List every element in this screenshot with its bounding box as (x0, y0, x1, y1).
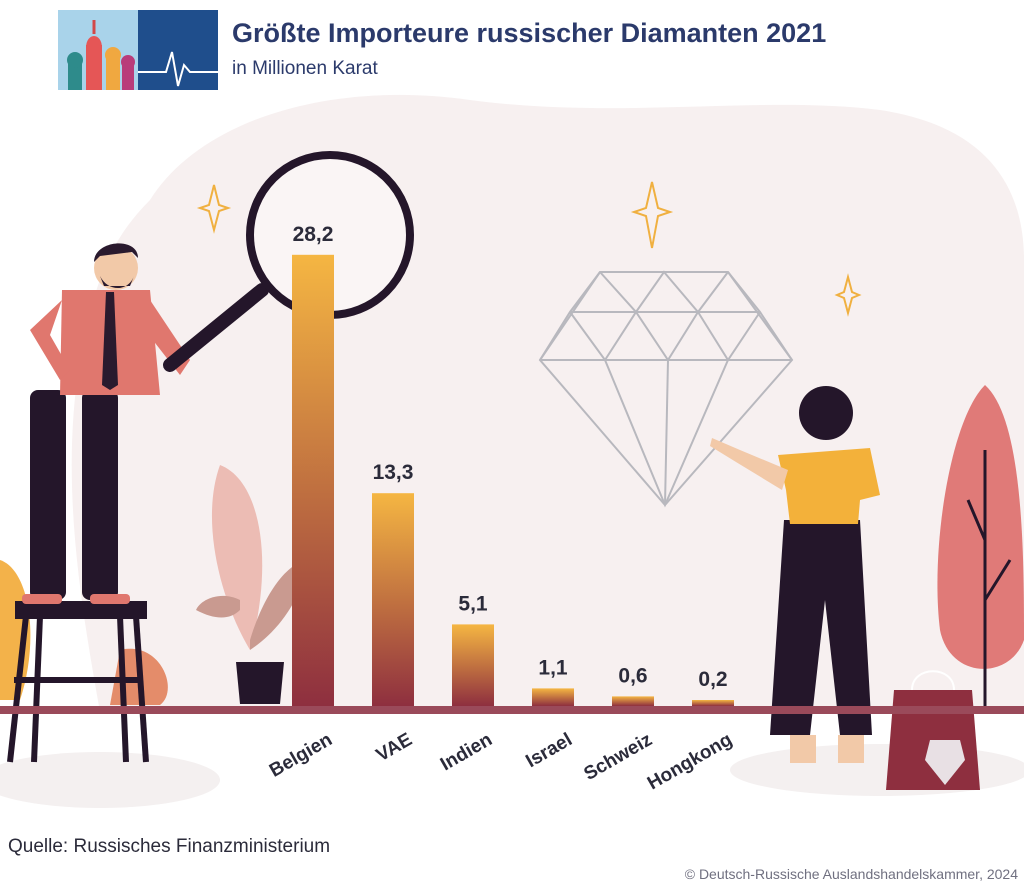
floor-shadow-left (0, 752, 220, 808)
magnifier-icon (163, 151, 414, 372)
woman-figure-icon (710, 386, 880, 763)
category-label-vae: VAE (373, 729, 416, 766)
floor-shadow-right (730, 744, 1024, 796)
bar-israel (532, 688, 574, 706)
source-note: Quelle: Russisches Finanzministerium (8, 836, 331, 857)
bar-vae (372, 493, 414, 706)
man-figure-icon (22, 243, 190, 604)
chart-title: Größte Importeure russischer Diamanten 2… (232, 18, 827, 48)
chart-subtitle: in Millionen Karat (232, 58, 378, 79)
bar-schweiz (612, 696, 654, 706)
kremlin-logo-icon (58, 10, 218, 90)
value-label-belgien: 28,2 (293, 223, 334, 246)
chart-baseline (0, 706, 1024, 714)
tree-icon (937, 385, 1024, 712)
value-label-indien: 5,1 (458, 592, 488, 615)
diamond-icon (538, 270, 794, 508)
value-label-vae: 13,3 (373, 461, 414, 484)
sparkle-icon (196, 181, 862, 317)
category-label-israel: Israel (522, 729, 576, 772)
value-label-israel: 1,1 (538, 656, 568, 679)
value-label-hongkong: 0,2 (698, 668, 727, 691)
bar-indien (452, 624, 494, 706)
bar-belgien (292, 254, 334, 707)
shopping-bag-icon (886, 670, 980, 790)
category-label-indien: Indien (437, 729, 496, 775)
bar-hongkong (692, 700, 734, 706)
ladder-icon (7, 601, 149, 763)
category-label-belgien: Belgien (266, 729, 336, 781)
value-label-schweiz: 0,6 (618, 664, 647, 687)
copyright-note: © Deutsch-Russische Auslandshandelskamme… (684, 866, 1018, 882)
category-label-hongkong: Hongkong (644, 729, 736, 794)
